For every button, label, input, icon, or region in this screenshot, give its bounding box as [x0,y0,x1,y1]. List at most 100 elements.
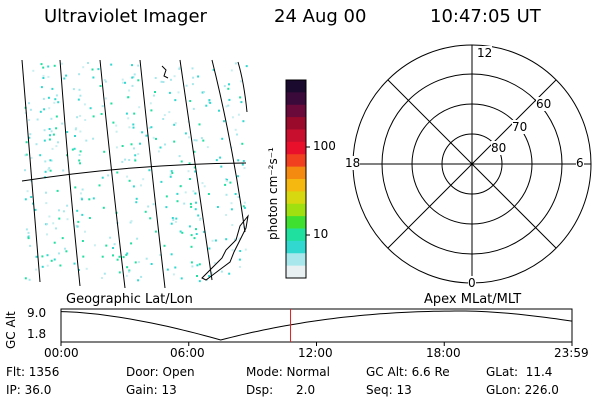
speckle [46,233,48,236]
speckle [56,189,59,192]
speckle [59,264,62,267]
speckle [173,140,176,143]
speckle [194,170,197,173]
speckle [62,210,65,213]
speckle [202,91,205,93]
altitude-curve [60,310,573,341]
speckle [81,213,84,216]
speckle [234,193,237,195]
speckle [84,230,86,233]
speckle [231,224,234,226]
speckle [240,101,243,104]
colorbar-band [286,253,306,267]
speckle [29,133,32,136]
speckle [47,96,50,99]
speckle [50,159,53,162]
speckle [142,178,145,181]
speckle [40,86,43,89]
speckle [147,205,150,208]
speckle [92,137,95,140]
meridian-line [211,59,246,233]
speckle [74,135,76,137]
speckle [92,76,95,79]
speckle [24,169,26,172]
mlt-diagonal [387,79,557,249]
speckle [78,269,80,271]
speckle [218,109,220,112]
speckle [134,154,137,157]
speckle [25,228,28,231]
mlt-label-18: 18 [345,156,361,170]
speckle [236,133,238,136]
speckle [39,154,42,157]
speckle [132,185,135,188]
speckle [181,231,184,234]
speckle [58,217,61,220]
speckle [239,80,242,83]
speckle [230,69,233,72]
speckle [152,136,155,139]
speckle [79,150,82,153]
speckle [213,262,216,264]
speckle [148,127,151,129]
speckle [44,170,47,173]
speckle [66,204,69,207]
speckle [81,198,83,201]
speckle [179,230,182,233]
speckle [189,178,191,180]
speckle [138,106,141,109]
speckle [88,198,91,201]
speckle [125,112,128,115]
speckle [230,202,233,205]
colorbar-band [286,216,306,229]
speckle [50,130,53,133]
colorbar-band [286,166,306,180]
speckle [55,145,58,148]
speckle [88,217,91,219]
speckle [184,191,187,194]
speckle [155,137,157,140]
speckle [226,178,228,181]
speckle [46,264,49,267]
orbit-left-title: Geographic Lat/Lon [66,292,193,307]
speckle [199,217,202,220]
speckle [121,81,124,84]
speckle [133,112,136,115]
speckle [77,98,80,101]
speckle [92,197,95,200]
speckle [25,153,28,156]
speckle [58,252,60,255]
speckle [57,141,59,144]
speckle-layer [24,62,248,283]
speckle [174,122,177,125]
speckle [85,139,88,142]
speckle [125,274,128,277]
speckle [192,107,195,110]
speckle [53,258,56,261]
orbit-ytick-1-8: 1.8 [27,327,47,341]
speckle [55,127,58,130]
speckle [127,117,130,120]
speckle [79,130,82,133]
speckle [61,62,64,65]
speckle [139,142,141,145]
speckle [128,89,131,92]
speckle [193,237,196,240]
orbit-xtick-label: 00:00 [44,346,79,360]
speckle [173,123,176,126]
speckle [150,263,153,265]
meridian-line [99,59,126,289]
speckle [169,175,172,178]
speckle [201,91,204,94]
speckle [32,69,35,72]
meridian-line [59,59,81,287]
lat-label-70: 70 [512,120,528,134]
speckle [180,160,183,163]
speckle [193,150,196,153]
speckle [124,158,127,161]
speckle [171,172,174,174]
speckle [190,245,193,248]
speckle [24,198,27,201]
speckle [44,160,47,163]
speckle [121,78,124,81]
